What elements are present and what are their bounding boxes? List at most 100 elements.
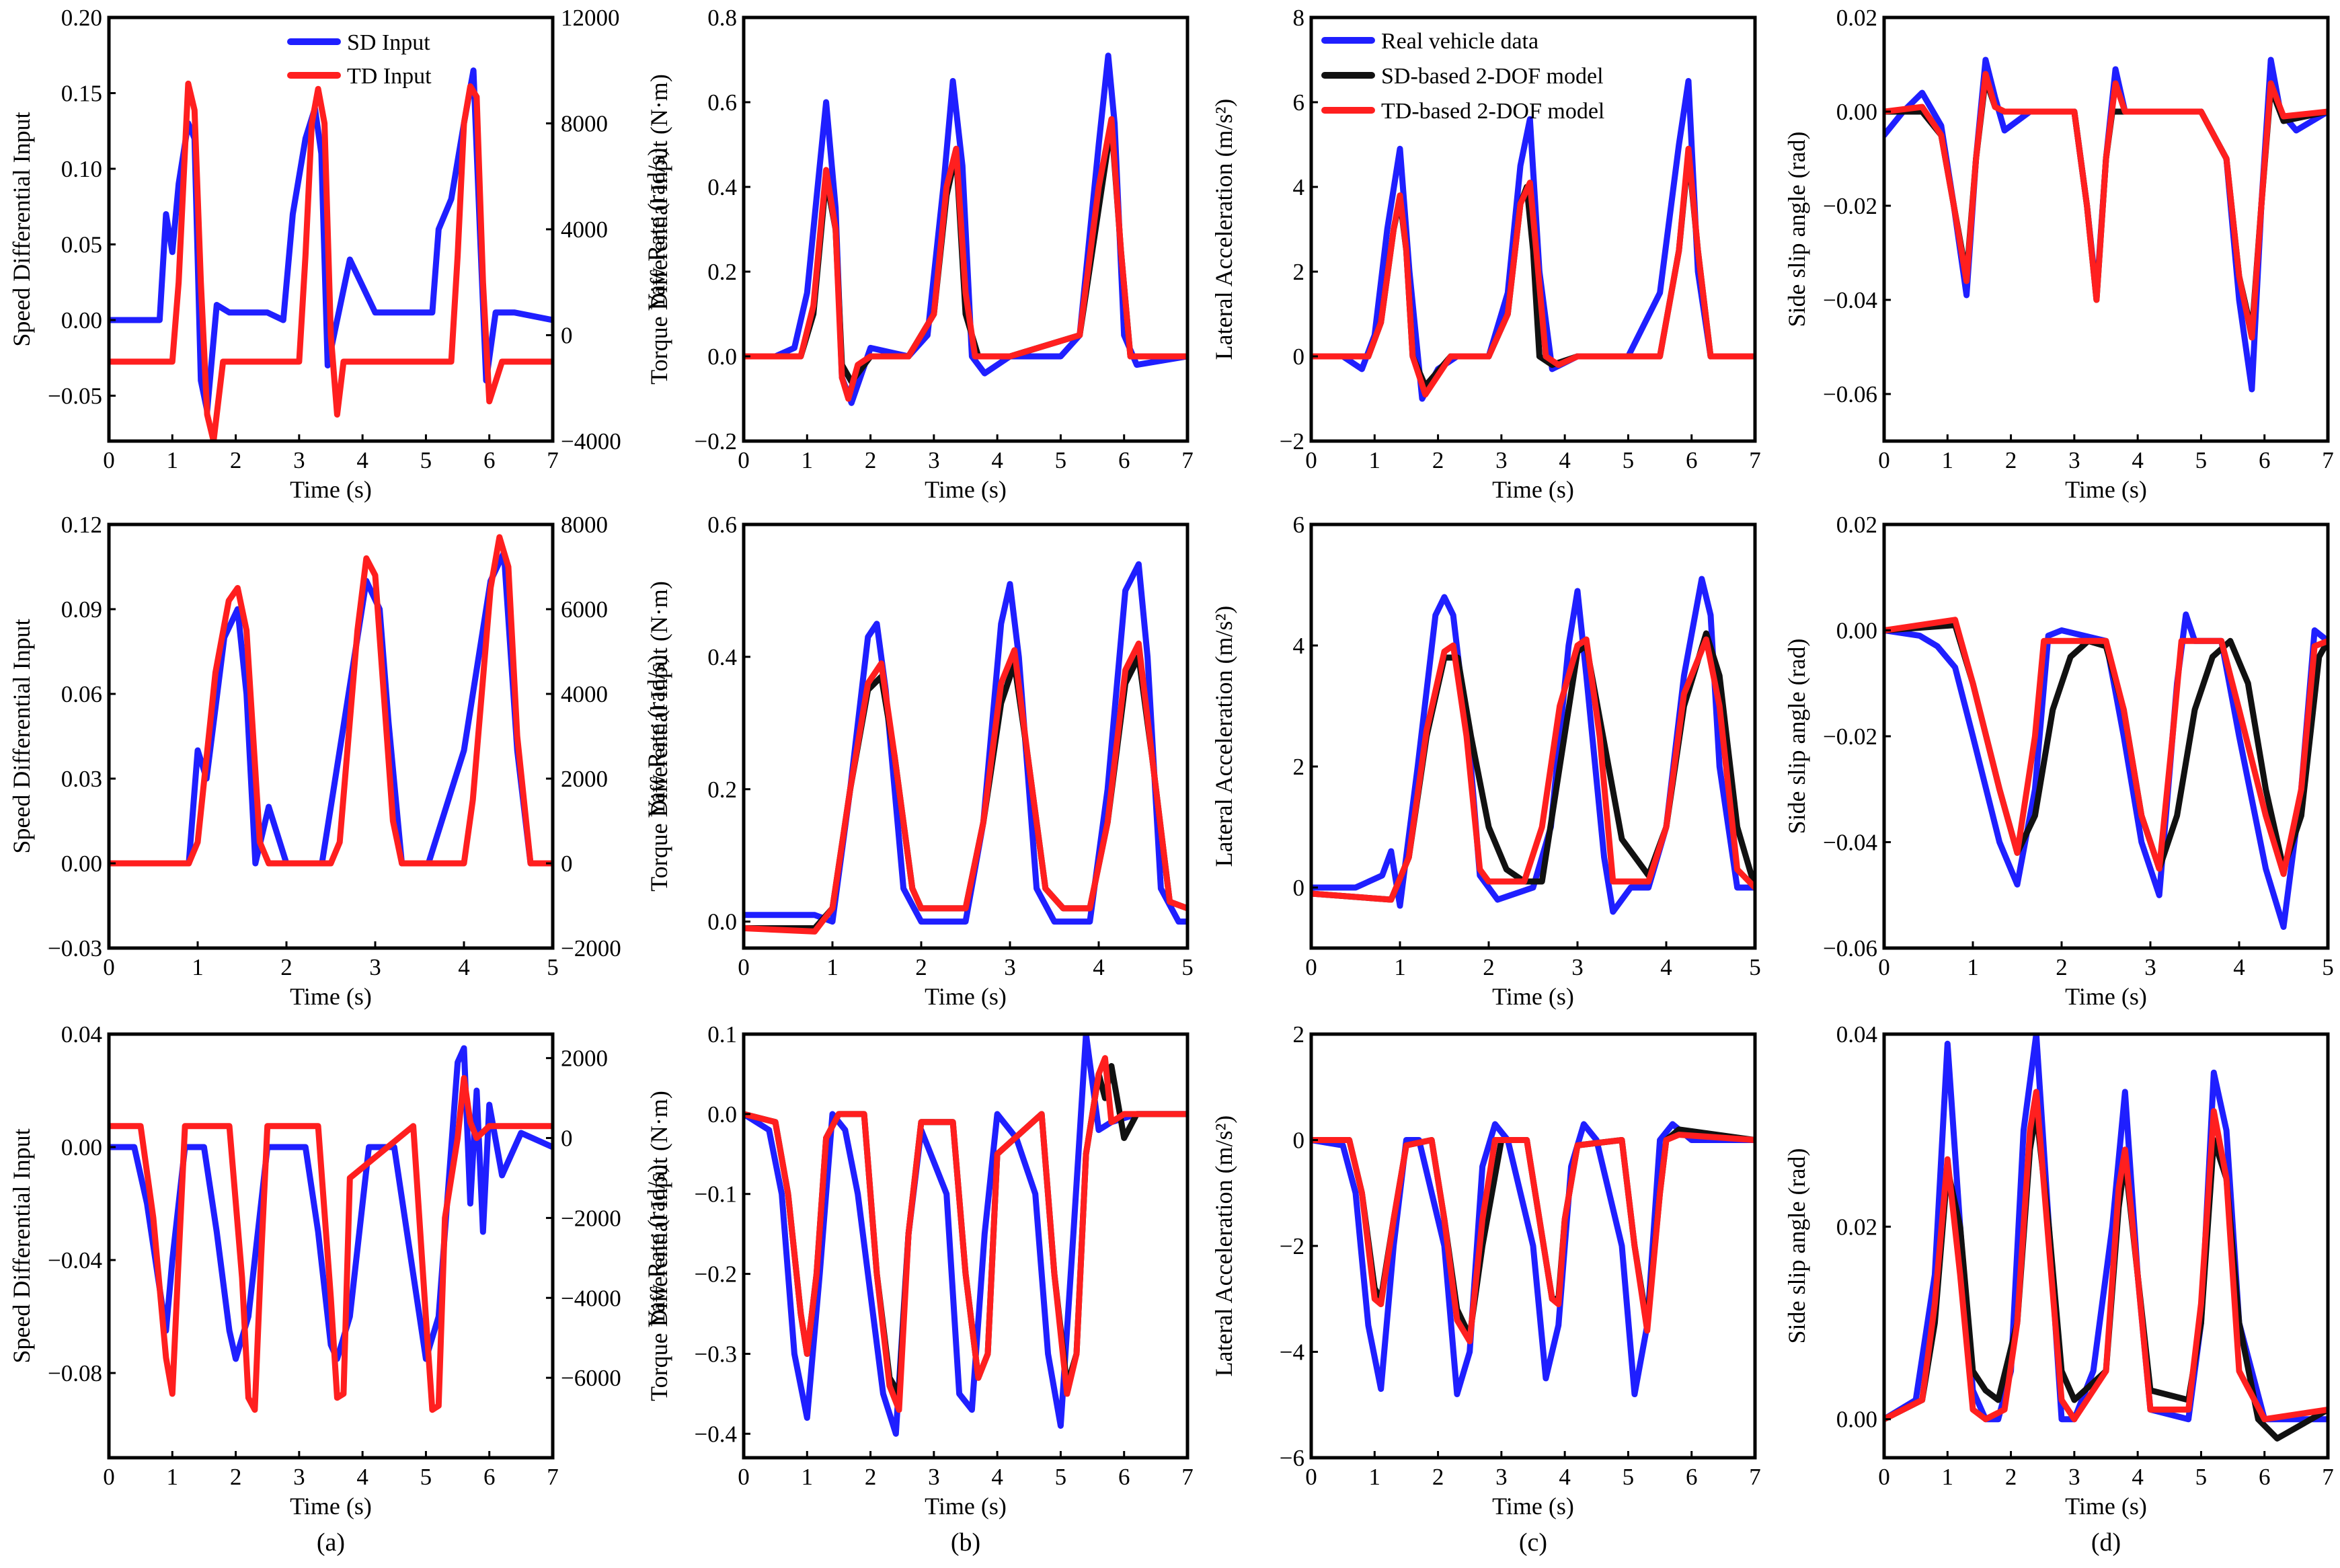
y-tick-label: −0.08 — [48, 1360, 102, 1386]
series-line-3 — [744, 1055, 1187, 1413]
legend-label: TD-based 2-DOF model — [1381, 99, 1604, 124]
series-line-1 — [744, 561, 1187, 925]
y-tick-label: −2 — [1280, 1233, 1304, 1259]
series-line-3 — [1311, 1132, 1755, 1345]
x-tick-label: 3 — [1571, 954, 1584, 980]
y2-tick-label: −2000 — [561, 1205, 621, 1231]
x-tick-label: 3 — [1495, 1464, 1508, 1490]
y-tick-label: 0.00 — [61, 1134, 102, 1161]
x-tick-label: 7 — [1749, 447, 1761, 473]
chart-d1: 0 1 2 3 4 5 6 7 −0.06 −0.04 −0.02 0.00 0.02 Time (s) S… — [1783, 5, 2334, 503]
x-axis-label: Time (s) — [1492, 476, 1574, 503]
x-tick-label: 0 — [738, 954, 750, 980]
legend-input: SD Input TD Input — [287, 30, 432, 89]
x-axis-label: Time (s) — [1492, 1493, 1574, 1520]
y-tick-label: 0.00 — [1836, 618, 1877, 644]
x-tick-label: 5 — [547, 954, 559, 980]
x-axis-label: Time (s) — [925, 476, 1007, 503]
legend-label: SD-based 2-DOF model — [1381, 64, 1604, 89]
axes-frame — [107, 522, 555, 950]
series-line-3 — [1884, 617, 2328, 877]
series-line-3 — [744, 116, 1187, 402]
y-tick-label: 0.09 — [61, 596, 102, 623]
y2-tick-label: 2000 — [561, 1046, 608, 1072]
series-line-3 — [1884, 1089, 2328, 1423]
x-tick-label: 3 — [293, 1464, 305, 1490]
x-tick-label: 5 — [1623, 1464, 1635, 1490]
series-group — [109, 534, 553, 867]
y2-axis-label: Torque Differential Input (N·m) — [646, 74, 672, 385]
y-tick-label: 0.05 — [61, 232, 102, 258]
y-tick-label: 2 — [1293, 259, 1305, 285]
x-tick-label: 3 — [293, 447, 305, 473]
chart-a1: 0 1 2 3 4 5 6 7 −0.05 0.00 0.05 0.10 0.15 0.20 −4000 0 4… — [8, 5, 672, 503]
x-tick-label: 7 — [1181, 447, 1194, 473]
series-line-1 — [1884, 611, 2328, 930]
y-tick-label: 0.15 — [61, 81, 102, 107]
y-tick-label: −0.04 — [1823, 830, 1877, 856]
x-tick-label: 0 — [1878, 447, 1890, 473]
x-tick-label: 4 — [1093, 954, 1105, 980]
x-axis-label: Time (s) — [925, 1493, 1007, 1520]
chart-b2: 0 1 2 3 4 5 0.0 0.2 0.4 0.6 Time (s) Yaw Rate (rad/… — [643, 512, 1194, 1010]
x-tick-label: 4 — [1559, 1464, 1571, 1490]
y-tick-label: 0.06 — [61, 681, 102, 707]
y-axis-label: Yaw Rate (rad/s) — [643, 148, 670, 311]
y2-tick-label: 2000 — [561, 766, 608, 792]
y-tick-label: −6 — [1280, 1445, 1304, 1471]
x-tick-label: 0 — [1305, 954, 1317, 980]
x-tick-label: 0 — [1305, 447, 1317, 473]
y-tick-label: 0.04 — [1836, 1021, 1877, 1048]
x-tick-label: 1 — [167, 447, 179, 473]
y-tick-label: 2 — [1293, 1021, 1305, 1048]
chart-b3: 0 1 2 3 4 5 6 7 −0.4 −0.3 −0.2 −0.1 0.0 0.1 Time (s) Ya… — [643, 1021, 1194, 1520]
chart-c2: 0 1 2 3 4 5 0 2 4 6 Time (s) Lateral Acceleration (… — [1210, 512, 1761, 1010]
x-tick-label: 2 — [1483, 954, 1495, 980]
x-axis-label: Time (s) — [925, 983, 1007, 1010]
y-tick-label: −0.02 — [1823, 193, 1877, 219]
x-tick-label: 0 — [103, 447, 115, 473]
y-tick-label: 0.0 — [707, 344, 737, 370]
x-tick-label: 1 — [167, 1464, 179, 1490]
axes-frame — [1309, 15, 1757, 443]
y-tick-label: −0.2 — [695, 428, 738, 455]
y-axis-label: Speed Differential Input — [8, 1128, 35, 1363]
y-axis-label: Yaw Rate (rad/s) — [643, 1165, 670, 1327]
x-tick-label: 6 — [1686, 447, 1698, 473]
y-tick-label: 0.12 — [61, 512, 102, 538]
axes-frame — [1882, 522, 2330, 950]
x-tick-label: 3 — [2068, 447, 2080, 473]
y-tick-label: 8 — [1293, 5, 1305, 31]
x-tick-label: 2 — [1432, 447, 1444, 473]
x-tick-label: 1 — [192, 954, 204, 980]
x-tick-label: 2 — [915, 954, 927, 980]
series-group — [1311, 1121, 1755, 1397]
x-tick-label: 5 — [1055, 1464, 1067, 1490]
x-tick-label: 5 — [420, 447, 432, 473]
x-axis-label: Time (s) — [290, 983, 372, 1010]
x-tick-label: 3 — [928, 1464, 940, 1490]
x-tick-label: 4 — [356, 1464, 368, 1490]
y-tick-label: 0.0 — [707, 1101, 737, 1128]
x-tick-label: 0 — [1878, 1464, 1890, 1490]
series-group — [744, 52, 1187, 406]
y-tick-label: 0.00 — [61, 851, 102, 877]
x-tick-label: 5 — [2195, 1464, 2208, 1490]
y-tick-label: 0.0 — [707, 909, 737, 935]
y-tick-label: 0.02 — [1836, 512, 1877, 538]
y2-tick-label: 8000 — [561, 512, 608, 538]
axes-frame — [107, 1032, 555, 1460]
y2-tick-label: 4000 — [561, 217, 608, 243]
y-tick-label: −0.02 — [1823, 723, 1877, 750]
x-tick-label: 2 — [280, 954, 292, 980]
x-tick-label: 6 — [483, 447, 496, 473]
y2-tick-label: 6000 — [561, 596, 608, 623]
x-axis-label: Time (s) — [290, 1493, 372, 1520]
y-axis-label: Lateral Acceleration (m/s²) — [1210, 99, 1237, 360]
y2-tick-label: 4000 — [561, 681, 608, 707]
series-group — [744, 561, 1187, 935]
x-tick-label: 5 — [1749, 954, 1761, 980]
x-tick-label: 0 — [103, 954, 115, 980]
x-tick-label: 4 — [2132, 447, 2144, 473]
x-tick-label: 3 — [928, 447, 940, 473]
